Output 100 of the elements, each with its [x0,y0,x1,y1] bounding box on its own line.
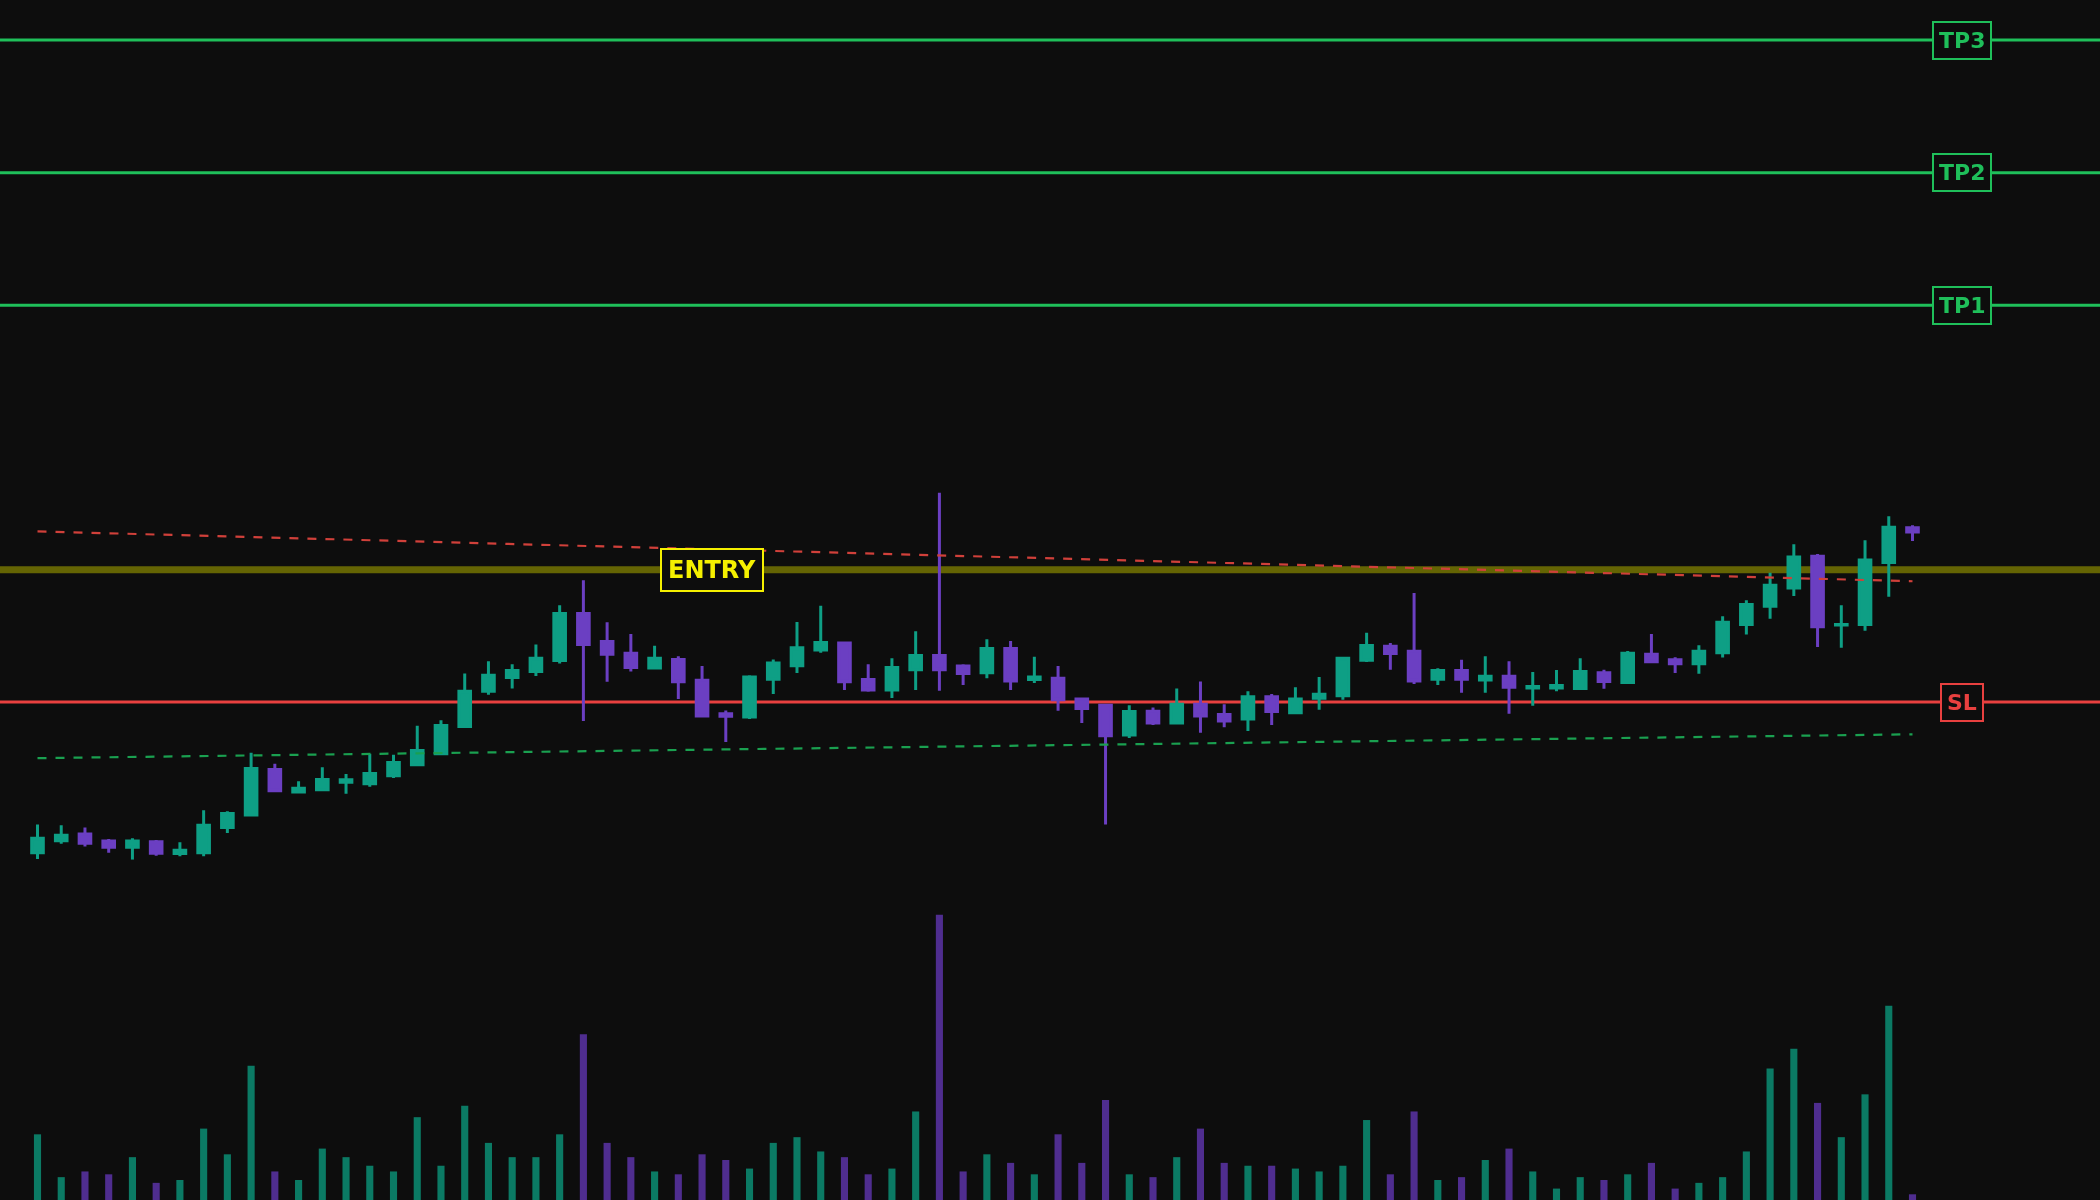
bar [1861,1094,1869,1200]
bar [627,1157,635,1200]
bar [1742,1151,1750,1200]
candlestick [1667,655,1683,675]
bar [1054,1134,1062,1200]
bar [176,1180,184,1200]
bar [556,1134,564,1200]
candlestick [884,658,900,698]
candlestick [1596,668,1612,691]
candlestick [172,840,188,858]
candlestick [1691,645,1707,674]
candlestick [576,580,591,722]
bar [722,1160,730,1200]
candlestick [955,664,971,686]
candlestick [1264,693,1279,726]
candlestick [1335,656,1351,700]
candlestick [1786,544,1802,596]
bar [1101,1100,1110,1200]
bar [318,1148,326,1200]
bar [1505,1148,1513,1200]
bar [1386,1174,1394,1200]
bar [651,1171,659,1200]
candlestick [1739,600,1754,635]
candlestick [1169,688,1185,725]
candlestick [433,720,449,756]
bar [1600,1180,1608,1200]
candlestick [457,673,473,729]
candlestick [101,837,117,855]
bar [1814,1102,1822,1200]
candlestick [908,631,923,690]
candlestick [386,754,401,778]
candlestick [765,659,781,694]
candlestick [528,644,544,676]
candlestick [1240,691,1256,731]
candlestick [1121,705,1137,738]
candlestick [1810,554,1825,647]
candlestick [837,641,852,690]
candlestick [1549,670,1564,692]
bar [603,1142,611,1200]
candlestick [77,826,93,849]
ref-line-label: TP3 [1939,28,1986,53]
candlestick [1406,593,1422,685]
band-label: ENTRY [668,556,757,584]
candlestick [1477,656,1493,693]
candlestick [243,752,259,817]
candlestick [671,656,686,700]
bar [698,1154,706,1200]
candlestick [409,725,425,767]
candlestick [1027,656,1042,683]
candlestick [1905,523,1920,543]
ref-line-label: TP2 [1939,160,1986,185]
candlestick [1383,642,1398,670]
bar [1576,1177,1584,1200]
candlestick [1288,687,1303,715]
bar [1149,1177,1157,1200]
bar [223,1154,231,1200]
bar [1030,1174,1038,1200]
candlestick [362,753,378,787]
bar [461,1105,469,1200]
bar [532,1157,540,1200]
candlestick [1074,697,1090,723]
bar [247,1065,255,1200]
candlestick [1857,540,1873,631]
bar [579,1034,587,1200]
bar [33,1134,42,1200]
bar [745,1168,754,1200]
bar [105,1174,113,1200]
bar [295,1180,303,1200]
candlestick [1050,666,1066,711]
bar [674,1174,682,1200]
bar [1339,1165,1347,1200]
candlestick [718,710,734,742]
bar [1410,1111,1418,1200]
bar [1363,1120,1371,1200]
candlestick [148,838,164,858]
candlestick [813,605,829,653]
candlestick [267,763,283,793]
candlestick [1644,634,1659,664]
candlestick [789,622,805,674]
candlestick [481,661,496,695]
candlestick [1762,572,1778,619]
bar [1647,1162,1655,1200]
bar [983,1154,991,1200]
bar [342,1157,350,1200]
bar [1719,1177,1727,1200]
candlestick [1430,666,1446,687]
candlestick [552,605,567,664]
ref-line-label: TP1 [1939,293,1986,318]
candlestick [1359,632,1374,663]
bar [1908,1194,1917,1200]
bar [484,1142,493,1200]
bar [57,1177,65,1200]
bar [128,1157,136,1200]
candlestick [196,810,211,857]
candlestick [53,823,69,846]
candlestick [1833,605,1849,648]
candlestick [932,492,947,691]
bar [366,1165,374,1200]
bar [912,1111,920,1200]
candlestick [1454,659,1469,693]
